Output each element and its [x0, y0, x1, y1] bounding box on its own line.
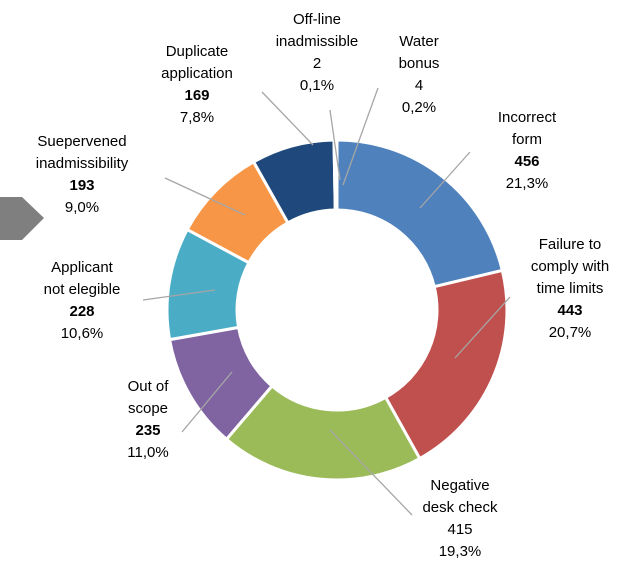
- category-label: Out of: [128, 378, 170, 395]
- value-label: 235: [135, 422, 160, 439]
- slice: [383, 268, 509, 461]
- category-label: application: [161, 65, 233, 82]
- leader-line: [164, 177, 246, 216]
- value-label: 193: [69, 177, 94, 194]
- leader-line: [261, 91, 314, 146]
- arrow: [0, 197, 44, 240]
- value-label: 456: [514, 153, 539, 170]
- percentage-label: 11,0%: [127, 444, 168, 461]
- slice: [335, 138, 505, 289]
- value-label: 443: [557, 302, 582, 319]
- leader-line: [329, 109, 341, 181]
- value-label: 169: [184, 87, 209, 104]
- category-label: Negative: [430, 477, 489, 494]
- percentage-label: 9,0%: [65, 199, 99, 216]
- leader-line: [454, 296, 511, 359]
- category-label: bonus: [399, 55, 440, 72]
- category-label: Applicant: [51, 259, 114, 276]
- percentage-label: 19,3%: [439, 543, 482, 560]
- percentage-label: 0,2%: [402, 99, 436, 116]
- category-label: time limits: [537, 280, 604, 297]
- category-label: scope: [128, 400, 168, 417]
- category-label: comply with: [531, 258, 609, 275]
- category-label: inadmissible: [276, 33, 359, 50]
- value-label: 228: [69, 303, 94, 320]
- percentage-label: 0,1%: [300, 77, 334, 94]
- slice: [224, 383, 422, 482]
- category-label: Incorrect: [498, 109, 557, 126]
- percentage-label: 10,6%: [61, 325, 104, 342]
- category-label: Off-line: [293, 11, 341, 28]
- leader-line: [419, 151, 471, 209]
- value-label: 415: [447, 521, 472, 538]
- category-label: form: [512, 131, 542, 148]
- category-label: Suepervened: [37, 133, 126, 150]
- value-label: 4: [415, 77, 423, 94]
- percentage-label: 21,3%: [506, 175, 549, 192]
- category-label: desk check: [422, 499, 498, 516]
- percentage-label: 7,8%: [180, 109, 214, 126]
- leader-line: [342, 87, 379, 186]
- leader-line: [142, 289, 216, 301]
- category-label: Duplicate: [166, 43, 229, 60]
- category-label: Water: [399, 33, 438, 50]
- leader-line: [181, 371, 233, 433]
- category-label: Failure to: [539, 236, 602, 253]
- value-label: 2: [313, 55, 321, 72]
- leader-line: [329, 429, 413, 516]
- percentage-label: 20,7%: [549, 324, 592, 341]
- category-label: inadmissibility: [36, 155, 129, 172]
- category-label: not elegible: [44, 281, 121, 298]
